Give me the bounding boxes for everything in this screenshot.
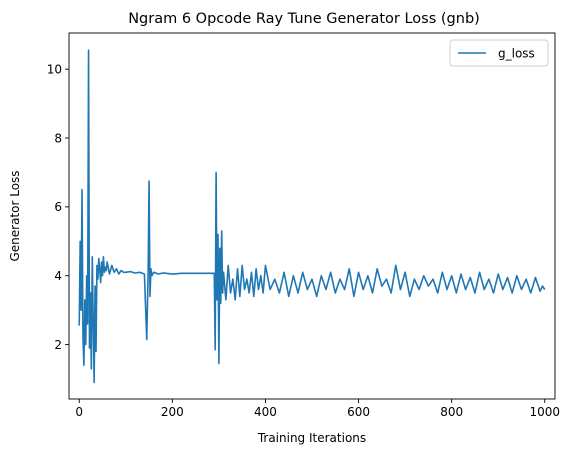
legend-box — [449, 39, 549, 67]
x-axis: 0 200 400 600 800 1000 — [75, 399, 560, 419]
x-tick-label: 400 — [254, 405, 277, 419]
legend-label-g-loss: g_loss — [498, 47, 535, 61]
x-axis-label: Training Iterations — [257, 431, 366, 445]
plot-area — [78, 49, 546, 384]
y-tick-label: 4 — [54, 269, 62, 283]
x-tick-label: 600 — [347, 405, 370, 419]
y-tick-label: 8 — [54, 131, 62, 145]
legend: g_loss — [449, 39, 549, 67]
x-tick-label: 0 — [75, 405, 83, 419]
x-tick-label: 800 — [440, 405, 463, 419]
axes-frame — [68, 32, 556, 400]
x-tick-label: 200 — [161, 405, 184, 419]
series-line-g-loss — [78, 49, 546, 384]
chart-title: Ngram 6 Opcode Ray Tune Generator Loss (… — [128, 11, 480, 27]
y-tick-label: 2 — [54, 338, 62, 352]
y-tick-label: 6 — [54, 200, 62, 214]
x-tick-label: 1000 — [529, 405, 560, 419]
y-axis: 2 4 6 8 10 — [47, 62, 69, 352]
y-tick-label: 10 — [47, 62, 62, 76]
y-axis-label: Generator Loss — [8, 170, 22, 261]
